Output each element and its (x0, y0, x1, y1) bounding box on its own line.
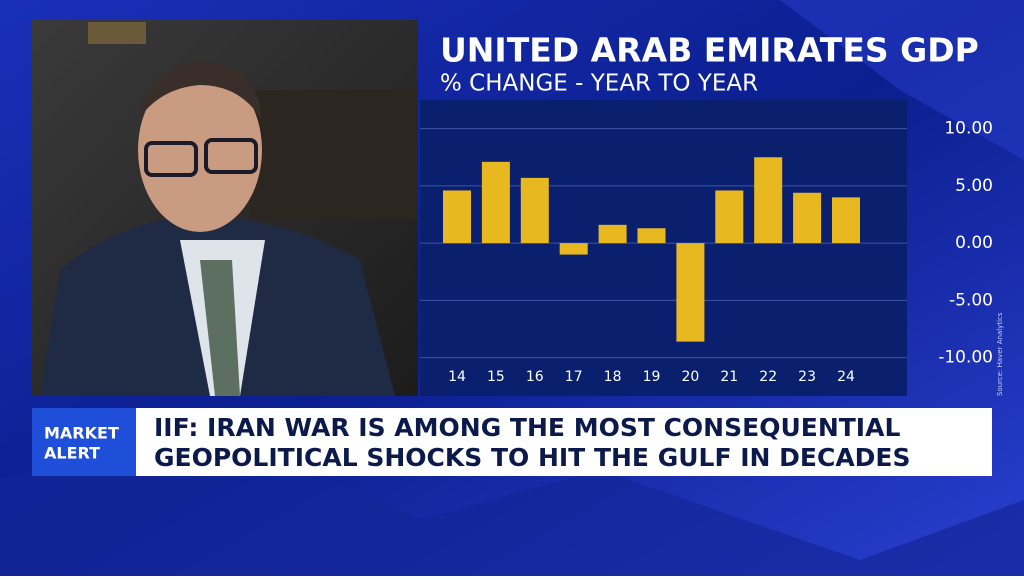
plot-area (420, 100, 907, 396)
y-tick-label: -5.00 (949, 290, 993, 310)
x-tick-label: 14 (448, 369, 466, 385)
bar (598, 224, 627, 244)
headline-box (136, 408, 992, 476)
bookshelf (250, 90, 418, 220)
headline: IIF: IRAN WAR IS AMONG THE MOST CONSEQUE… (154, 413, 900, 442)
glasses (204, 138, 258, 174)
frame (88, 22, 146, 44)
bar (637, 228, 666, 244)
x-tick-label: 20 (681, 369, 699, 385)
bar (754, 157, 783, 244)
bar (481, 161, 510, 244)
hair (138, 61, 262, 120)
x-tick-label: 18 (604, 369, 622, 385)
glasses (144, 141, 198, 177)
x-tick-label: 15 (487, 369, 505, 385)
y-tick-label: 10.00 (944, 119, 993, 139)
tie (200, 260, 240, 396)
x-tick-label: 22 (759, 369, 777, 385)
bar (832, 197, 860, 244)
chart: 10.00 5.00 0.00 -5.00 -10.00 14 15 16 17 18 19 20 21… (420, 119, 993, 385)
alert-label: ALERT (44, 444, 100, 463)
x-tick-label: 21 (720, 369, 738, 385)
alert-label: MARKET (44, 424, 119, 443)
bar (443, 190, 471, 244)
x-tick-label: 23 (798, 369, 816, 385)
x-tick-label: 17 (565, 369, 583, 385)
bar (520, 177, 549, 244)
x-tick-label: 16 (526, 369, 544, 385)
y-tick-label: -10.00 (938, 348, 993, 368)
bar (676, 243, 705, 342)
bar (793, 192, 822, 244)
x-tick-label: 19 (643, 369, 661, 385)
face (138, 68, 262, 232)
bg-shape (780, 0, 1024, 160)
chart-subtitle: % CHANGE - YEAR TO YEAR (440, 71, 758, 97)
x-tick-label: 24 (837, 369, 855, 385)
video-feed (32, 20, 418, 396)
chart-title: UNITED ARAB EMIRATES GDP (440, 31, 979, 70)
bar (559, 243, 588, 255)
y-tick-label: 5.00 (955, 176, 993, 196)
bar (715, 190, 744, 244)
y-tick-label: 0.00 (955, 233, 993, 253)
source: Source: Haver Analytics (996, 312, 1004, 396)
alert-badge (32, 408, 136, 476)
headline: GEOPOLITICAL SHOCKS TO HIT THE GULF IN D… (154, 443, 911, 472)
